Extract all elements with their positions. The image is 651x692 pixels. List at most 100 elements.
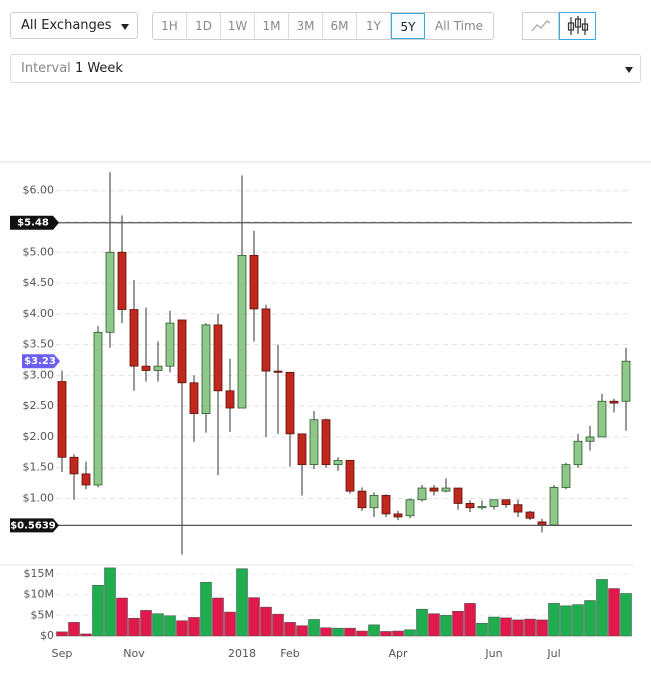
volume-bar bbox=[128, 618, 140, 637]
candle-chart-button[interactable] bbox=[559, 12, 596, 40]
candle-body bbox=[453, 487, 463, 504]
volume-bar bbox=[68, 622, 80, 637]
candle-body bbox=[129, 309, 139, 367]
volume-bar bbox=[416, 608, 428, 637]
volume-bar bbox=[344, 627, 356, 637]
volume-bar bbox=[500, 617, 512, 637]
candle-body bbox=[561, 464, 571, 488]
candle-body bbox=[585, 436, 595, 442]
y-tick-label: $6.00 bbox=[23, 184, 55, 197]
y-tick-label: $2.00 bbox=[23, 430, 55, 443]
volume-bar bbox=[284, 622, 296, 637]
volume-bar bbox=[512, 619, 524, 637]
volume-bar bbox=[92, 584, 104, 637]
price-tag bbox=[10, 518, 59, 533]
line-chart-button[interactable] bbox=[522, 12, 559, 40]
candle-body bbox=[465, 503, 475, 509]
range-button[interactable]: 6M bbox=[323, 13, 357, 39]
range-buttons: 1H 1D 1W 1M 3M 6M 1Y 5Y All Time bbox=[152, 12, 495, 40]
volume-bar bbox=[200, 582, 212, 637]
candle-body bbox=[297, 433, 307, 466]
y-tick-label: $1.00 bbox=[23, 492, 55, 505]
current-price-tag bbox=[22, 354, 60, 369]
volume-bar bbox=[356, 630, 368, 637]
candle-body bbox=[345, 459, 355, 492]
volume-bar bbox=[572, 604, 584, 637]
candle-body bbox=[141, 365, 151, 371]
candle-body bbox=[597, 400, 607, 438]
price-tag-label: $5.48 bbox=[17, 218, 49, 229]
candle-body bbox=[57, 381, 67, 458]
volume-bar bbox=[560, 605, 572, 637]
candle-body bbox=[369, 495, 379, 509]
y-tick-label: $4.50 bbox=[23, 276, 55, 289]
x-tick-label: Feb bbox=[280, 647, 299, 660]
range-button[interactable]: 1Y bbox=[357, 13, 391, 39]
candle-body bbox=[417, 487, 427, 501]
candle-body bbox=[513, 504, 523, 513]
volume-bar bbox=[308, 619, 320, 637]
chart: $1.00 $1.50 $2.00 $2.50 $3.00 $3.50 $4.00 $4.50… bbox=[0, 161, 651, 660]
candle-body bbox=[165, 322, 175, 367]
volume-bar bbox=[548, 603, 560, 637]
candle-body bbox=[621, 360, 631, 402]
interval-label: Interval bbox=[21, 61, 71, 76]
y-tick-label: $5.00 bbox=[23, 245, 55, 258]
range-button[interactable]: 3M bbox=[289, 13, 323, 39]
range-button[interactable]: 5Y bbox=[391, 13, 425, 39]
volume-tick-label: $15M bbox=[24, 567, 55, 580]
exchange-value: All Exchanges bbox=[21, 18, 112, 33]
candle-body bbox=[609, 400, 619, 404]
candle-body bbox=[321, 419, 331, 466]
candle-body bbox=[177, 319, 187, 384]
candle-body bbox=[201, 324, 211, 414]
candle-body bbox=[249, 254, 259, 310]
candle-body bbox=[309, 419, 319, 466]
volume-bar bbox=[80, 633, 92, 637]
y-tick-label: $1.50 bbox=[23, 461, 55, 474]
candle-body bbox=[525, 511, 535, 519]
volume-bar bbox=[584, 600, 596, 637]
volume-bar bbox=[272, 613, 284, 637]
volume-bar bbox=[332, 627, 344, 637]
y-tick-label: $4.00 bbox=[23, 307, 55, 320]
candle-body bbox=[357, 490, 367, 509]
interval-value: 1 Week bbox=[74, 61, 123, 76]
volume-bar bbox=[104, 567, 116, 637]
candle-body bbox=[573, 440, 583, 466]
volume-bar bbox=[176, 620, 188, 637]
candle-body bbox=[189, 382, 199, 414]
candle-body bbox=[405, 499, 415, 517]
x-tick-label: 2018 bbox=[228, 647, 256, 660]
candle-body bbox=[285, 371, 295, 435]
candle-body bbox=[261, 308, 271, 372]
candle-body bbox=[69, 456, 79, 475]
exchange-select[interactable]: All Exchanges bbox=[10, 12, 138, 39]
candle-body bbox=[81, 473, 91, 486]
candle-body bbox=[213, 324, 223, 392]
range-button[interactable]: All Time bbox=[435, 19, 484, 33]
candle-body bbox=[105, 251, 115, 333]
volume-tick-label: $10M bbox=[24, 588, 55, 601]
volume-bar bbox=[524, 618, 536, 637]
range-button[interactable]: 1W bbox=[221, 13, 255, 39]
volume-bar bbox=[536, 619, 548, 637]
price-tag-label: $0.5639 bbox=[10, 520, 56, 531]
y-tick-label: $3.50 bbox=[23, 338, 55, 351]
range-button[interactable]: 1D bbox=[187, 13, 221, 39]
range-button[interactable]: 1H bbox=[153, 13, 187, 39]
volume-bar bbox=[152, 613, 164, 637]
volume-bar bbox=[188, 617, 200, 637]
volume-bar bbox=[56, 631, 68, 637]
volume-bar bbox=[392, 630, 404, 637]
volume-bar bbox=[476, 622, 488, 637]
x-tick-label: Jul bbox=[546, 647, 560, 660]
range-button[interactable]: 1M bbox=[255, 13, 289, 39]
volume-bar bbox=[320, 627, 332, 637]
candle-body bbox=[153, 365, 163, 371]
interval-select[interactable]: Interval 1 Week bbox=[10, 54, 641, 83]
candle-body bbox=[237, 254, 247, 409]
chart-type-toggle bbox=[522, 12, 598, 40]
volume-bar bbox=[236, 568, 248, 637]
